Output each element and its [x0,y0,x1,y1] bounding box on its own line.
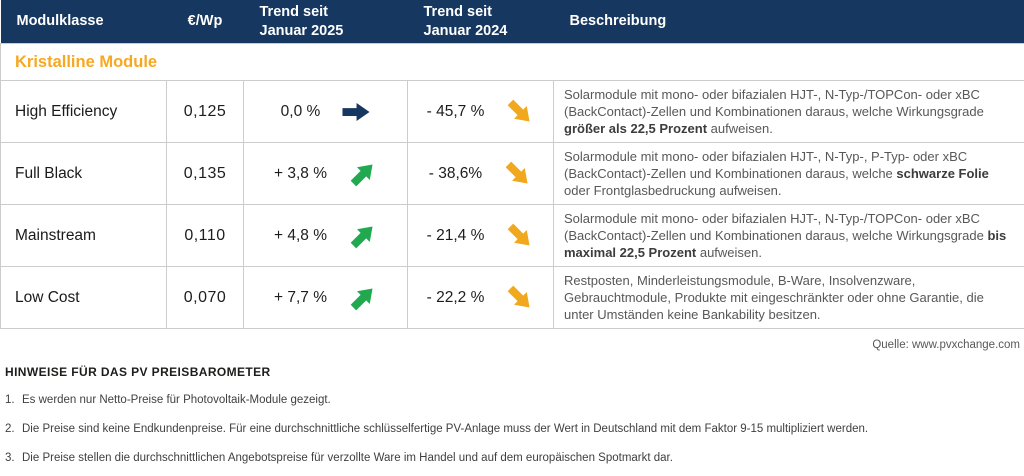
trend-2025-cell: + 3,8 % [243,142,408,205]
trend-up-icon [349,287,377,310]
trend-2025-cell-content: 0,0 % [245,102,406,121]
description-text: oder Frontglasbedruckung aufweisen. [564,183,782,199]
note-number: 3. [5,451,15,464]
trend-2024-cell-content: - 21,4 % [409,223,552,246]
description-cell: Solarmodule mit mono- oder bifazialen HJ… [553,142,1024,205]
module-class-cell: Full Black [0,142,167,205]
price-cell: 0,135 [166,142,244,205]
table-row: Mainstream 0,110 + 4,8 % - 21,4 % Solarmodul… [0,204,1024,267]
description-text: Restposten, Minderleistungsmodule, B-War… [564,272,984,323]
notes-list: 1. Es werden nur Netto-Preise für Photovo… [5,394,1024,465]
note-number: 1. [5,394,15,406]
notes-section: HINWEISE FÜR DAS PV PREISBAROMETER 1. Es … [5,365,1024,465]
trend-up-icon [349,225,377,248]
trend-2024-cell-content: - 38,6% [409,161,552,184]
trend-2024-cell-content: - 22,2 % [409,285,552,308]
col-header-beschreibung: Beschreibung [553,0,1024,44]
trend-value: + 4,8 % [274,226,327,244]
note-text: Es werden nur Netto-Preise für Photovolt… [22,394,331,406]
description-text: aufweisen. [696,245,762,261]
trend-down-icon [504,161,532,184]
notes-title: HINWEISE FÜR DAS PV PREISBAROMETER [5,365,271,379]
table-body: Kristalline Module High Efficiency 0,125 0… [0,43,1024,329]
trend-flat-icon [342,102,370,121]
trend-value: 0,0 % [280,102,321,120]
module-class-cell: Low Cost [0,266,167,329]
note-text: Die Preise sind keine Endkundenpreise. F… [22,422,869,435]
trend-down-icon [506,223,534,246]
trend-value: - 22,2 % [426,288,485,306]
col-header-price: €/Wp [166,0,244,44]
col-header-modulklasse: Modulklasse [0,0,167,44]
section-label: Kristalline Module [0,43,1024,81]
note-text: Die Preise stellen die durchschnittliche… [22,451,673,464]
description-bold-text: schwarze Folie [896,165,989,181]
section-row-kristalline-module: Kristalline Module [0,43,1024,81]
description-text: Solarmodule mit mono- oder bifazialen HJ… [564,148,968,181]
table-header: Modulklasse €/Wp Trend seit Januar 2025 … [0,0,1024,44]
header-row: Modulklasse €/Wp Trend seit Januar 2025 … [0,0,1024,44]
trend-2024-cell: - 21,4 % [407,204,554,267]
trend-2025-cell-content: + 4,8 % [245,225,406,248]
module-class-cell: Mainstream [0,204,167,267]
price-cell: 0,125 [166,80,244,143]
description-cell: Restposten, Minderleistungsmodule, B-War… [553,266,1024,329]
trend-up-icon [349,163,377,186]
trend-2024-cell-content: - 45,7 % [409,99,552,122]
description-text: Solarmodule mit mono- oder bifazialen HJ… [564,86,984,119]
table-row: Full Black 0,135 + 3,8 % - 38,6% Solarmodule… [0,142,1024,205]
source-note: Quelle: www.pvxchange.com [872,339,1020,351]
description-cell: Solarmodule mit mono- oder bifazialen HJ… [553,204,1024,267]
trend-value: + 7,7 % [274,288,327,306]
note-item: 1. Es werden nur Netto-Preise für Photovo… [5,394,1024,408]
table-row: High Efficiency 0,125 0,0 % - 45,7 % Solarmo… [0,80,1024,143]
trend-2024-cell: - 22,2 % [407,266,554,329]
trend-2024-cell: - 38,6% [407,142,554,205]
description-bold-text: bis maximal 22,5 Prozent [564,227,1007,261]
trend-value: - 38,6% [428,164,483,182]
col-header-trend-2025: Trend seit Januar 2025 [243,0,408,44]
trend-2025-cell: 0,0 % [243,80,408,143]
description-text: aufweisen. [707,121,773,137]
trend-value: - 21,4 % [426,226,485,244]
col-header-trend-2024: Trend seit Januar 2024 [407,0,554,44]
description-cell: Solarmodule mit mono- oder bifazialen HJ… [553,80,1024,143]
trend-2025-cell: + 7,7 % [243,266,408,329]
trend-down-icon [506,99,534,122]
trend-value: + 3,8 % [274,164,327,182]
description-text: Solarmodule mit mono- oder bifazialen HJ… [564,210,988,243]
trend-2025-cell: + 4,8 % [243,204,408,267]
trend-value: - 45,7 % [426,102,485,120]
price-table: Modulklasse €/Wp Trend seit Januar 2025 … [0,0,1024,329]
trend-2025-cell-content: + 3,8 % [245,163,406,186]
trend-2025-cell-content: + 7,7 % [245,287,406,310]
module-class-cell: High Efficiency [0,80,167,143]
trend-2024-cell: - 45,7 % [407,80,554,143]
description-bold-text: größer als 22,5 Prozent [564,121,708,137]
note-item: 2. Die Preise sind keine Endkundenpreise.… [5,423,1024,437]
note-number: 2. [5,422,15,435]
trend-down-icon [506,285,534,308]
price-cell: 0,110 [166,204,244,267]
price-cell: 0,070 [166,266,244,329]
note-item: 3. Die Preise stellen die durchschnittlic… [5,452,1024,466]
table-row: Low Cost 0,070 + 7,7 % - 22,2 % Restposten, … [0,266,1024,329]
